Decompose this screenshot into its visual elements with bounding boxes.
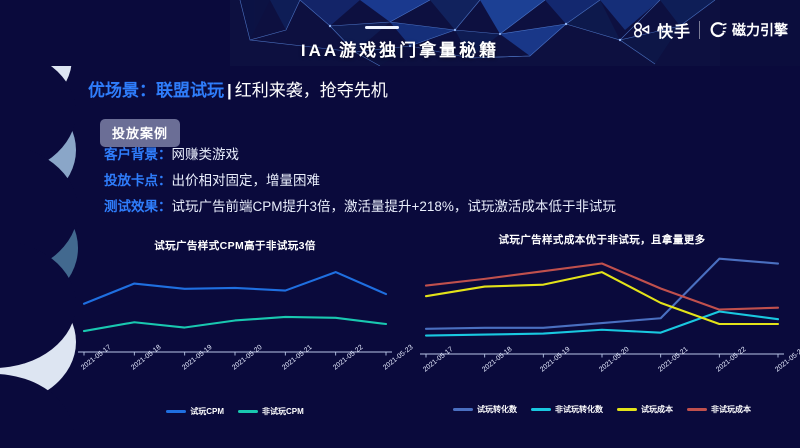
kuaishou-logo-text: 快手: [656, 24, 691, 41]
legend-item[interactable]: 非试玩CPM: [238, 406, 304, 417]
legend-color-swatch: [453, 408, 473, 411]
legend-item[interactable]: 试玩CPM: [166, 406, 224, 417]
chart-legend: 试玩转化数 非试玩转化数 试玩成本 非试玩成本: [412, 404, 792, 415]
legend-label: 试玩成本: [641, 405, 673, 414]
chart-legend: 试玩CPM 非试玩CPM: [70, 406, 400, 417]
chart-cost-conversion-comparison: 试玩广告样式成本优于非试玩，且拿量更多 2021-05-17 2021-05-18…: [412, 232, 800, 442]
kuaishou-logo-icon: [633, 22, 650, 38]
polygon-mesh-graphic: [0, 0, 800, 66]
legend-label: 非试玩转化数: [555, 405, 603, 414]
subtitle-separator: |: [227, 81, 232, 100]
legend-item[interactable]: 非试玩成本: [687, 404, 751, 415]
bullet-value: 网赚类游戏: [171, 147, 240, 162]
legend-label: 试玩CPM: [190, 407, 224, 416]
legend-label: 非试玩CPM: [262, 407, 304, 416]
legend-color-swatch: [617, 408, 637, 411]
header-banner: IAA游戏独门拿量秘籍 快手 磁力引擎: [0, 0, 800, 66]
brand-logo-group: 快手 磁力引擎: [631, 18, 788, 42]
legend-item[interactable]: 试玩转化数: [453, 404, 517, 415]
legend-color-swatch: [238, 410, 258, 413]
legend-color-swatch: [531, 408, 551, 411]
page-title: IAA游戏独门拿量秘籍: [300, 41, 500, 60]
bullet-value: 试玩广告前端CPM提升3倍，激活量提升+218%，试玩激活成本低于非试玩: [171, 198, 616, 214]
bullet-label: 客户背景：: [104, 147, 172, 162]
bullet-item-2: 测试效果：试玩广告前端CPM提升3倍，激活量提升+218%，试玩激活成本低于非试…: [104, 198, 616, 215]
title-divider-dash: [365, 26, 399, 29]
bullet-label: 测试效果：: [104, 198, 172, 214]
chart-plot-area: [78, 271, 392, 356]
bullet-item-1: 投放卡点：出价相对固定，增量困难: [104, 172, 616, 189]
chart-cpm-comparison: 试玩广告样式CPM高于非试玩3倍 2021-05-17 2021-05-18 202…: [70, 238, 415, 438]
bullet-list: 客户背景：网赚类游戏 投放卡点：出价相对固定，增量困难 测试效果：试玩广告前端C…: [104, 147, 616, 226]
legend-color-swatch: [166, 410, 187, 413]
subtitle-highlight: 优场景：联盟试玩: [88, 81, 224, 100]
legend-label: 试玩转化数: [477, 405, 517, 414]
chart-x-axis-labels: 2021-05-17 2021-05-18 2021-05-19 2021-05-20…: [70, 344, 415, 410]
ciliyinqing-logo: 磁力引擎: [708, 20, 788, 40]
subtitle-normal: 红利来袭，抢夺先机: [234, 81, 388, 100]
bullet-value: 出价相对固定，增量困难: [171, 172, 321, 188]
chart-title: 试玩广告样式成本优于非试玩，且拿量更多: [498, 234, 706, 246]
legend-item[interactable]: 试玩成本: [617, 404, 673, 415]
section-subtitle: 优场景：联盟试玩 | 红利来袭，抢夺先机: [88, 76, 388, 101]
ciliyinqing-logo-icon: [710, 22, 727, 38]
chart-plot-area: [420, 257, 784, 358]
legend-item[interactable]: 非试玩转化数: [531, 404, 603, 415]
case-study-badge: 投放案例: [100, 119, 181, 147]
legend-label: 非试玩成本: [711, 405, 751, 414]
bullet-label: 投放卡点：: [104, 172, 172, 188]
ciliyinqing-logo-text: 磁力引擎: [732, 22, 788, 38]
legend-color-swatch: [687, 408, 707, 411]
bullet-item-0: 客户背景：网赚类游戏: [104, 147, 616, 163]
chart-title: 试玩广告样式CPM高于非试玩3倍: [154, 240, 316, 252]
kuaishou-logo: 快手: [631, 18, 691, 42]
logo-divider: [699, 21, 700, 39]
